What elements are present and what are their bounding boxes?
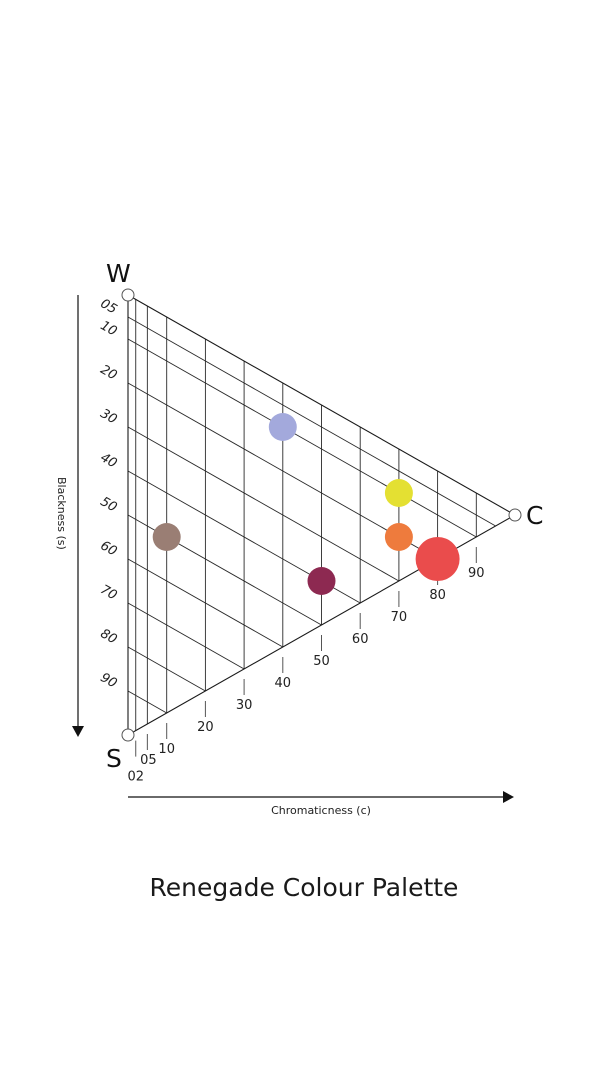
s-tick-label-90: 90 [98, 670, 120, 691]
data-point-5 [152, 523, 181, 551]
c-tick-label-05: 05 [140, 753, 157, 768]
data-point-4 [415, 537, 460, 581]
s-tick-label-80: 80 [98, 626, 120, 647]
c-tick-label-70: 70 [391, 610, 408, 625]
s-tick-label-30: 30 [98, 406, 120, 427]
corner-label-c: C [526, 501, 543, 530]
chromaticness-axis-arrowhead [503, 791, 514, 803]
grid-line-s-70 [127, 602, 245, 670]
corner-marker-s [121, 728, 135, 742]
s-tick-label-40: 40 [98, 450, 120, 471]
edge-white-chromatic [127, 294, 516, 516]
blackness-axis-arrowhead [72, 726, 84, 737]
data-point-1 [268, 413, 297, 441]
corner-label-w: W [106, 259, 131, 288]
data-point-2 [384, 479, 413, 507]
grid-line-s-20 [127, 382, 438, 560]
c-tick-label-60: 60 [352, 632, 369, 647]
s-tick-label-50: 50 [98, 494, 120, 515]
grid-line-s-05 [127, 316, 496, 527]
c-tick-label-30: 30 [236, 698, 253, 713]
grid-layer [127, 299, 496, 731]
corner-marker-w [121, 288, 135, 302]
tick-layer: 0205102030405060708090051020304050607080… [98, 296, 485, 784]
c-tick-label-50: 50 [313, 654, 330, 669]
grid-line-s-60 [127, 558, 284, 648]
s-tick-label-10: 10 [98, 318, 120, 339]
data-points [152, 413, 460, 595]
s-tick-label-70: 70 [98, 582, 120, 603]
corner-label-s: S [106, 744, 122, 773]
data-point-3 [384, 523, 413, 551]
corner-marker-c [508, 508, 522, 522]
y-axis-title: Blackness (s) [55, 477, 68, 550]
c-tick-label-02: 02 [127, 770, 144, 785]
data-point-6 [307, 567, 336, 595]
x-axis-title: Chromaticness (c) [271, 804, 371, 817]
s-tick-label-20: 20 [98, 362, 120, 383]
s-tick-label-05: 05 [98, 296, 120, 317]
grid-line-s-90 [127, 690, 167, 714]
chart-title: Renegade Colour Palette [149, 873, 459, 902]
grid-line-s-10 [127, 338, 477, 538]
s-tick-label-60: 60 [98, 538, 120, 559]
grid-line-s-30 [127, 426, 400, 582]
c-tick-label-40: 40 [275, 676, 292, 691]
c-tick-label-80: 80 [429, 588, 446, 603]
c-tick-label-20: 20 [197, 720, 214, 735]
c-tick-label-10: 10 [158, 742, 175, 757]
grid-line-s-80 [127, 646, 206, 692]
c-tick-label-90: 90 [468, 566, 485, 581]
triangle-edges [121, 288, 522, 742]
